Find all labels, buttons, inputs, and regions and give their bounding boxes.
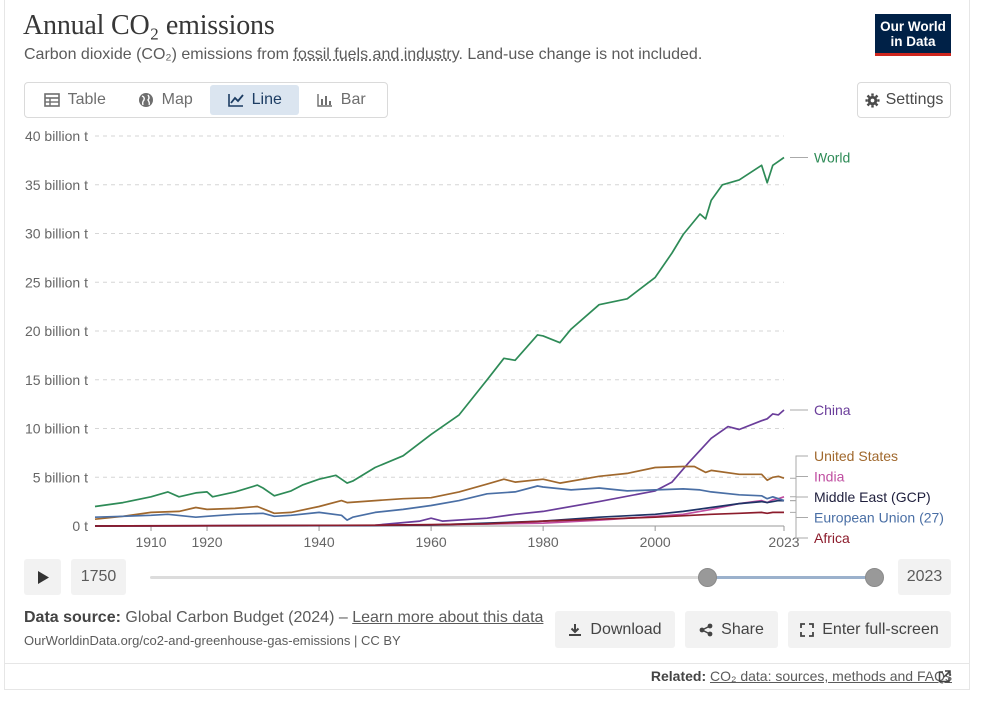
timeline-start-year[interactable]: 1750 <box>71 559 126 595</box>
timeline-selected-range <box>707 576 874 579</box>
y-tick-label: 5 billion t <box>33 469 88 485</box>
download-icon <box>569 623 582 636</box>
end-label-india[interactable]: India <box>814 469 845 485</box>
y-tick-label: 35 billion t <box>25 177 88 193</box>
series-line-world[interactable] <box>94 156 785 508</box>
download-button[interactable]: Download <box>555 611 675 648</box>
timeline-end-handle[interactable] <box>864 568 884 587</box>
timeline-start-handle[interactable] <box>697 568 717 587</box>
y-tick-label: 40 billion t <box>25 128 88 144</box>
tab-map-label: Map <box>161 91 193 108</box>
view-tabs: Table Map Line Bar <box>24 82 388 118</box>
y-tick-label: 0 t <box>72 518 88 534</box>
x-tick-label: 1960 <box>416 534 447 550</box>
logo-line-2: in Data <box>890 34 936 49</box>
y-tick-label: 25 billion t <box>25 274 88 290</box>
line-chart-icon <box>227 94 244 107</box>
page-title: Annual CO₂ emissions <box>23 10 275 41</box>
x-tick-label: 1940 <box>303 534 334 550</box>
settings-button[interactable]: Settings <box>857 82 951 118</box>
timeline: 1750 2023 <box>24 559 951 595</box>
source-text: Global Carbon Budget (2024) – <box>125 609 353 626</box>
settings-label: Settings <box>885 91 944 108</box>
end-label-world[interactable]: World <box>814 149 850 165</box>
line-chart: 0 t 5 billion t 10 billion t 15 billion t 20… <box>25 128 944 550</box>
data-source: Data source: Global Carbon Budget (2024)… <box>24 609 543 627</box>
end-label-european-union-27[interactable]: European Union (27) <box>814 510 944 526</box>
tab-table[interactable]: Table <box>29 85 120 115</box>
source-label: Data source: <box>24 609 121 626</box>
related-links: Related: CO₂ data: sources, methods and … <box>651 668 952 684</box>
end-label-china[interactable]: China <box>814 402 851 418</box>
x-tick-label: 1920 <box>191 534 222 550</box>
label-connector-africa <box>790 511 808 539</box>
learn-more-link[interactable]: Learn more about this data <box>352 609 544 626</box>
tab-line[interactable]: Line <box>209 85 300 115</box>
series-line-united-states[interactable] <box>94 465 785 521</box>
series-line-africa[interactable] <box>94 511 784 527</box>
related-faq-link[interactable]: CO₂ data: sources, methods and FAQs <box>710 668 952 684</box>
tab-bar[interactable]: Bar <box>299 85 383 115</box>
label-connector-united-states <box>790 455 808 479</box>
end-label-africa[interactable]: Africa <box>814 530 850 546</box>
chart-card <box>4 0 970 690</box>
timeline-track[interactable] <box>150 576 874 579</box>
tab-bar-label: Bar <box>340 91 366 108</box>
label-connector-european-union-27 <box>790 500 808 518</box>
fullscreen-button[interactable]: Enter full-screen <box>788 611 951 648</box>
series-line-european-union-27[interactable] <box>94 485 785 521</box>
x-tick-label: 2023 <box>768 534 799 550</box>
table-icon <box>43 93 60 107</box>
share-label: Share <box>721 620 764 638</box>
source-url[interactable]: OurWorldinData.org/co2-and-greenhouse-ga… <box>24 633 401 648</box>
tab-table-label: Table <box>67 91 106 108</box>
fossil-fuels-link[interactable]: fossil fuels and industry <box>293 46 459 63</box>
subtitle-suffix: . Land-use change is not included. <box>458 46 703 63</box>
footer-divider <box>4 663 970 664</box>
tab-line-label: Line <box>251 91 282 108</box>
logo-line-1: Our World <box>880 19 946 34</box>
subtitle-prefix: Carbon dioxide (CO₂) emissions from <box>24 46 294 63</box>
bar-chart-icon <box>317 94 332 107</box>
globe-icon <box>138 93 153 107</box>
x-tick-label: 1910 <box>135 534 166 550</box>
play-icon <box>37 570 49 584</box>
share-icon <box>699 623 713 636</box>
external-link-icon[interactable] <box>938 670 951 683</box>
end-label-middle-east-gcp[interactable]: Middle East (GCP) <box>814 489 931 505</box>
play-button[interactable] <box>24 559 61 595</box>
fullscreen-label: Enter full-screen <box>822 620 939 638</box>
label-connector-middle-east-gcp <box>790 496 808 502</box>
tab-map[interactable]: Map <box>120 85 210 115</box>
x-tick-label: 2000 <box>640 534 671 550</box>
y-tick-label: 15 billion t <box>25 372 88 388</box>
related-label: Related: <box>650 668 707 684</box>
download-label: Download <box>590 620 662 638</box>
x-tick-label: 1980 <box>528 534 559 550</box>
end-label-united-states[interactable]: United States <box>814 448 898 464</box>
label-connector-india <box>790 476 808 498</box>
y-tick-label: 30 billion t <box>25 226 88 242</box>
owid-logo[interactable]: Our World in Data <box>875 14 951 56</box>
subtitle: Carbon dioxide (CO₂) emissions from foss… <box>24 46 702 64</box>
expand-icon <box>800 622 815 637</box>
y-tick-label: 20 billion t <box>25 323 88 339</box>
gear-icon <box>865 92 880 108</box>
timeline-end-year[interactable]: 2023 <box>898 559 951 595</box>
share-button[interactable]: Share <box>685 611 778 648</box>
series-line-china[interactable] <box>94 409 785 527</box>
y-tick-label: 10 billion t <box>25 421 88 437</box>
